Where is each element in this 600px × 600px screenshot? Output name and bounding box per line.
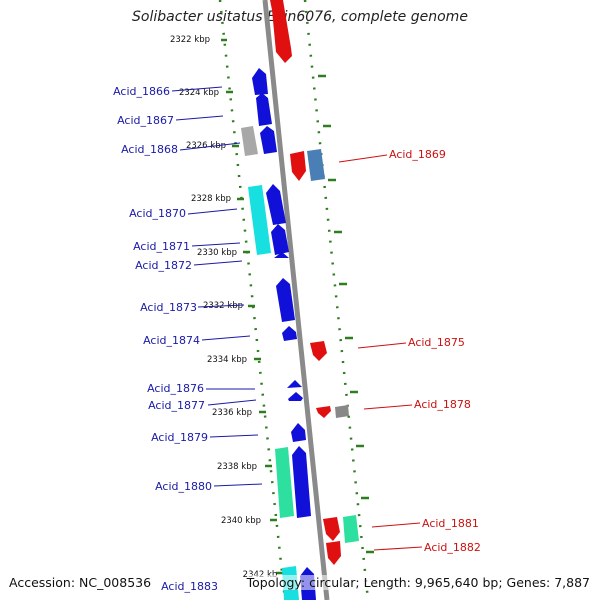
gene-label[interactable]: Acid_1871	[133, 240, 190, 253]
gene-label[interactable]: Acid_1873	[140, 301, 197, 314]
topology-text: Topology: circular; Length: 9,965,640 bp…	[246, 575, 590, 590]
gene-arrow[interactable]	[270, 0, 292, 63]
gene-arrow[interactable]	[287, 380, 302, 388]
gene-arrow[interactable]	[282, 326, 297, 341]
forward-features	[241, 68, 316, 600]
ruler-label: 2326 kbp	[186, 141, 226, 151]
gene-arrow[interactable]	[291, 423, 306, 442]
gene-label[interactable]: Acid_1870	[129, 207, 186, 220]
ruler-label: 2328 kbp	[191, 194, 231, 204]
genome-backbone	[262, 0, 330, 600]
gene-arrow[interactable]	[256, 93, 272, 126]
ruler-label: 2322 kbp	[170, 35, 210, 45]
gene-label[interactable]: Acid_1866	[113, 85, 170, 98]
ruler-label: 2330 kbp	[197, 248, 237, 258]
gene-arrow[interactable]	[310, 341, 327, 361]
gene-label[interactable]: Acid_1868	[121, 143, 178, 156]
gene-arrow[interactable]	[241, 126, 258, 156]
gene-arrow[interactable]	[343, 515, 359, 543]
gene-arrow[interactable]	[252, 68, 268, 95]
gene-arrow[interactable]	[260, 126, 277, 154]
gene-arrow[interactable]	[326, 541, 341, 565]
gene-label[interactable]: Acid_1872	[135, 259, 192, 272]
ruler-label: 2340 kbp	[221, 516, 261, 526]
gene-label[interactable]: Acid_1877	[148, 399, 205, 412]
map-title: Solibacter usitatus Ellin6076, complete …	[132, 9, 468, 25]
gene-label[interactable]: Acid_1874	[143, 334, 200, 347]
gene-label[interactable]: Acid_1875	[408, 336, 465, 349]
forward-gene-labels: Acid_1866 Acid_1867 Acid_1868 Acid_1870 …	[113, 85, 218, 593]
reverse-gene-labels: Acid_1869 Acid_1875 Acid_1878 Acid_1881 …	[389, 148, 481, 554]
gene-label[interactable]: Acid_1878	[414, 398, 471, 411]
accession-text: Accession: NC_008536	[9, 575, 152, 590]
gene-label[interactable]: Acid_1869	[389, 148, 446, 161]
gene-arrow[interactable]	[307, 149, 325, 181]
gene-arrow[interactable]	[288, 392, 303, 401]
gene-arrow[interactable]	[335, 405, 349, 418]
gene-label[interactable]: Acid_1880	[155, 480, 212, 493]
gene-label[interactable]: Acid_1881	[422, 517, 479, 530]
reverse-leader-lines	[338, 154, 423, 551]
gene-label[interactable]: Acid_1867	[117, 114, 174, 127]
ruler-label: 2338 kbp	[217, 462, 257, 472]
outer-ruler-dotted	[303, 0, 370, 600]
gene-arrow[interactable]	[292, 446, 311, 518]
ruler-label: 2324 kbp	[179, 88, 219, 98]
ruler-label: 2334 kbp	[207, 355, 247, 365]
ruler-ticks	[221, 38, 374, 575]
ruler-label: 2336 kbp	[212, 408, 252, 418]
gene-arrow[interactable]	[266, 184, 286, 225]
gene-arrow[interactable]	[276, 278, 295, 322]
gene-arrow[interactable]	[316, 406, 331, 418]
gene-arrow[interactable]	[248, 185, 271, 255]
gene-label[interactable]: Acid_1876	[147, 382, 204, 395]
gene-label[interactable]: Acid_1882	[424, 541, 481, 554]
gene-label[interactable]: Acid_1883	[161, 580, 218, 593]
gene-arrow[interactable]	[275, 447, 294, 518]
gene-label[interactable]: Acid_1879	[151, 431, 208, 444]
gene-arrow[interactable]	[271, 224, 289, 255]
gene-arrow[interactable]	[290, 151, 306, 181]
gene-arrow[interactable]	[323, 517, 340, 541]
inner-ruler-dotted	[218, 0, 287, 600]
reverse-features	[270, 0, 359, 565]
gene-arrow[interactable]	[274, 252, 289, 258]
forward-leader-lines	[171, 86, 263, 487]
